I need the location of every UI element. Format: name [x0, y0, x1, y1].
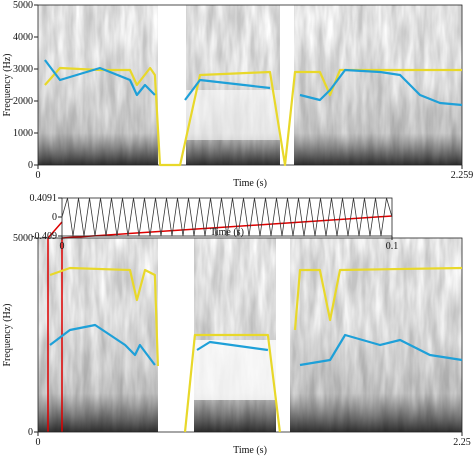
x-axis-label: Time (s) [210, 227, 244, 238]
y-tick-label: 0 [28, 427, 33, 438]
y-tick-label: 0.4091 [30, 193, 58, 204]
y-tick-label: -0.409 [31, 231, 57, 242]
series-line [61, 197, 393, 237]
y-tick-label: 2000 [13, 96, 33, 107]
y-tick-label: 0 [52, 212, 57, 223]
y-axis-label: Frequency (Hz) [2, 303, 13, 366]
x-tick-label: 2.25 [453, 437, 471, 448]
x-tick-label: 0.1 [386, 241, 399, 252]
x-tick-label: 2.259 [451, 170, 474, 181]
x-tick-label: 0 [36, 437, 41, 448]
y-tick-label: 0 [28, 160, 33, 171]
x-axis-label: Time (s) [233, 445, 267, 456]
y-tick-label: 1000 [13, 128, 33, 139]
series-line [49, 323, 463, 367]
y-axis-label: Frequency (Hz) [2, 53, 13, 116]
y-tick-label: 5000 [13, 0, 33, 11]
y-tick-label: 3000 [13, 64, 33, 75]
y-tick-label: 4000 [13, 32, 33, 43]
y-tick-label: 5000 [13, 233, 33, 244]
x-axis-label: Time (s) [233, 178, 267, 189]
series-line [44, 66, 462, 167]
x-tick-label: 0 [36, 170, 41, 181]
x-tick-label: 0 [60, 241, 65, 252]
series-line [44, 59, 463, 107]
plot-frame [37, 4, 463, 166]
plot-frame [37, 237, 463, 433]
series-line [49, 266, 463, 433]
